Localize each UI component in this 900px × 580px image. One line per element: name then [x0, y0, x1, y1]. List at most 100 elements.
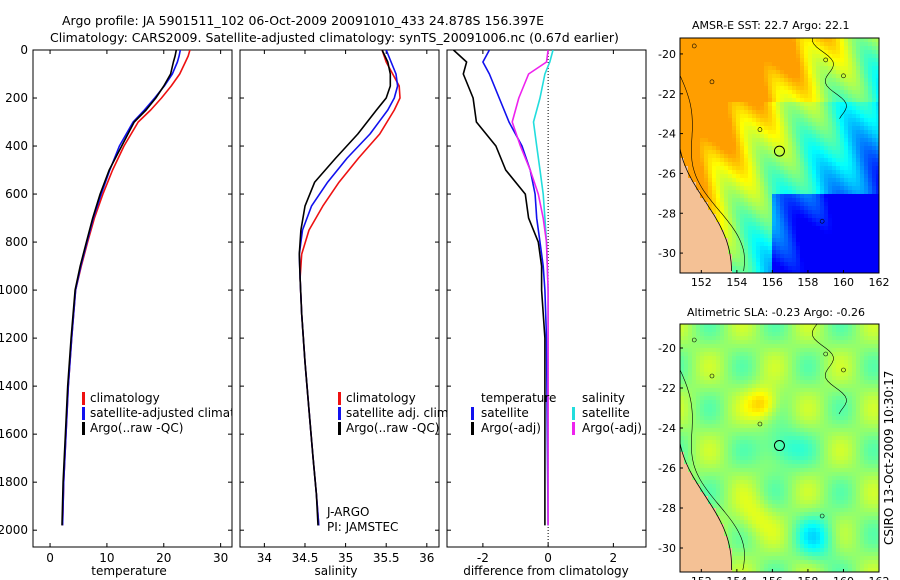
map-cell — [744, 210, 749, 215]
map-cell — [848, 400, 853, 405]
map-cell — [724, 114, 729, 119]
map-cell — [868, 118, 873, 123]
map-cell — [688, 178, 693, 183]
map-cell — [816, 142, 821, 147]
map-cell — [736, 98, 741, 103]
map-cell — [692, 328, 697, 333]
map-cell — [808, 50, 813, 55]
map-cell — [720, 66, 725, 71]
map-cell — [748, 214, 753, 219]
map-cell — [760, 254, 765, 259]
map-cell — [820, 246, 825, 251]
map-cell — [836, 162, 841, 167]
map-cell — [780, 416, 785, 421]
map-cell — [844, 238, 849, 243]
map-cell — [760, 400, 765, 405]
map-cell — [876, 146, 879, 151]
map-cell — [856, 154, 861, 159]
map-cell — [844, 178, 849, 183]
map-cell — [768, 336, 773, 341]
map-cell — [848, 86, 853, 91]
legend-swatch-temp-argo — [471, 422, 474, 435]
map-cell — [696, 468, 701, 473]
legend-swatch-argo — [82, 422, 85, 435]
map-cell — [708, 162, 713, 167]
map-cell — [796, 202, 801, 207]
map-cell — [764, 46, 769, 51]
map-cell — [780, 464, 785, 469]
map-cell — [860, 456, 865, 461]
map-cell — [808, 226, 813, 231]
map-cell — [812, 82, 817, 87]
map-cell — [680, 270, 685, 273]
x-tick-label: 35 — [338, 551, 353, 565]
map-cell — [748, 178, 753, 183]
map-cell — [872, 416, 877, 421]
map-cell — [784, 452, 789, 457]
map-cell — [756, 150, 761, 155]
y-tick-label: 1000 — [0, 283, 28, 297]
map-cell — [764, 460, 769, 465]
map-cell — [780, 190, 785, 195]
map-cell — [712, 110, 717, 115]
map-cell — [876, 368, 879, 373]
x-tick-label: 2 — [610, 551, 618, 565]
map-cell — [824, 162, 829, 167]
map-cell — [844, 428, 849, 433]
map-cell — [780, 154, 785, 159]
map-cell — [832, 344, 837, 349]
map-cell — [712, 432, 717, 437]
map-cell — [724, 86, 729, 91]
map-cell — [724, 210, 729, 215]
map-cell — [688, 246, 693, 251]
map-cell — [692, 206, 697, 211]
map-cell — [788, 118, 793, 123]
map-cell — [780, 436, 785, 441]
map-cell — [756, 230, 761, 235]
map-cell — [700, 238, 705, 243]
map-cell — [696, 230, 701, 235]
map-cell — [848, 166, 853, 171]
map-cell — [732, 198, 737, 203]
map-cell — [728, 352, 733, 357]
map-cell — [716, 66, 721, 71]
map-cell — [860, 138, 865, 143]
map-cell — [752, 230, 757, 235]
map-cell — [864, 50, 869, 55]
map-cell — [788, 98, 793, 103]
map-cell — [868, 448, 873, 453]
map-cell — [688, 70, 693, 75]
map-cell — [780, 146, 785, 151]
map-cell — [684, 102, 689, 107]
map-cell — [736, 404, 741, 409]
map-cell — [772, 82, 777, 87]
map-cell — [760, 440, 765, 445]
map-cell — [800, 348, 805, 353]
map-cell — [780, 130, 785, 135]
map-cell — [844, 166, 849, 171]
map-cell — [820, 74, 825, 79]
map-cell — [824, 344, 829, 349]
map-cell — [684, 46, 689, 51]
map-cell — [728, 242, 733, 247]
map-y-tick-label: -22 — [658, 88, 676, 101]
map-cell — [692, 38, 697, 43]
map-cell — [832, 420, 837, 425]
map-cell — [764, 372, 769, 377]
map-cell — [736, 396, 741, 401]
map-cell — [696, 174, 701, 179]
map-cell — [716, 452, 721, 457]
map-cell — [764, 400, 769, 405]
map-cell — [688, 46, 693, 51]
map-cell — [716, 122, 721, 127]
map-cell — [724, 202, 729, 207]
map-cell — [756, 246, 761, 251]
map-cell — [728, 400, 733, 405]
map-cell — [852, 90, 857, 95]
map-cell — [720, 170, 725, 175]
map-cell — [860, 384, 865, 389]
map-cell — [700, 226, 705, 231]
map-cell — [876, 154, 879, 159]
map-cell — [692, 234, 697, 239]
map-cell — [876, 440, 879, 445]
